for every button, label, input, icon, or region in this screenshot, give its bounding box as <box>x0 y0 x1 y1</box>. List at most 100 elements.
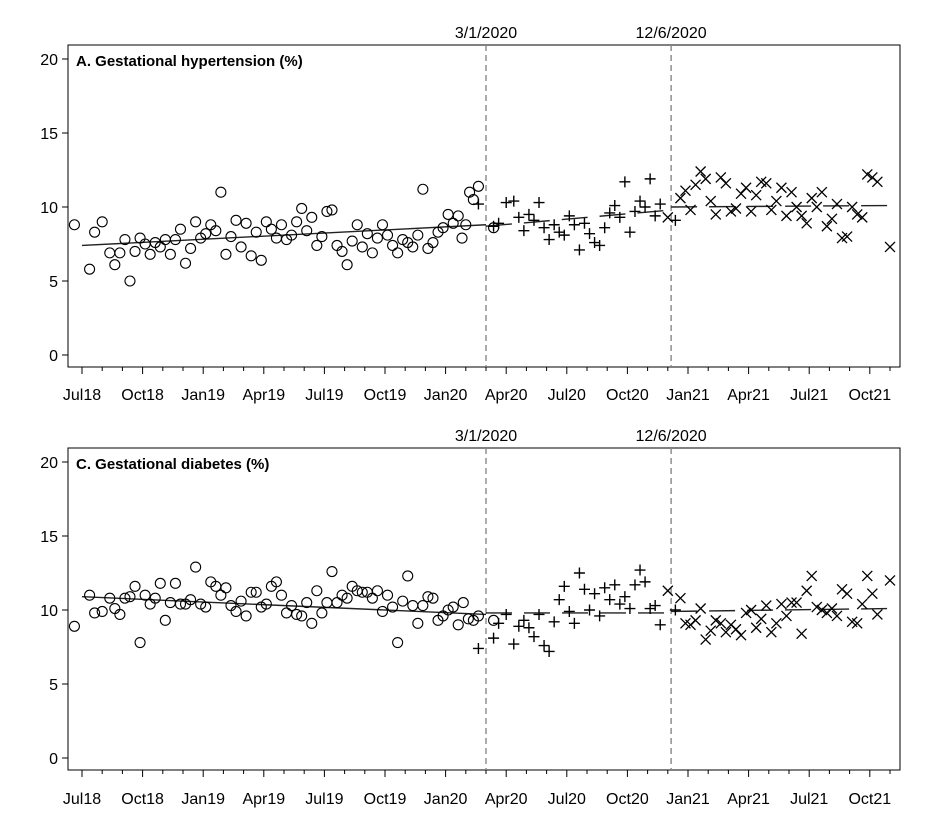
data-point-x <box>760 600 772 612</box>
data-point-plus <box>543 645 555 657</box>
data-point-circle <box>205 219 217 231</box>
data-point-circle <box>381 589 394 601</box>
data-point-circle <box>301 597 313 609</box>
data-point-circle <box>387 601 399 613</box>
data-point-circle <box>159 234 171 246</box>
y-tick-label: 15 <box>40 126 58 143</box>
data-point-x <box>871 608 883 620</box>
data-point-x <box>770 617 782 629</box>
data-point-plus <box>624 603 636 615</box>
x-tick-label: Oct19 <box>364 791 407 808</box>
data-point-x <box>730 203 742 214</box>
data-point-x <box>826 603 838 614</box>
data-point-x <box>791 201 803 213</box>
data-point-plus <box>614 211 626 223</box>
data-point-plus <box>488 632 500 644</box>
data-point-plus <box>553 226 565 238</box>
data-point-x <box>775 182 787 194</box>
data-point-circle <box>321 205 333 217</box>
data-point-x <box>791 597 803 609</box>
data-point-plus <box>649 600 661 612</box>
data-point-circle <box>169 234 181 246</box>
data-point-circle <box>306 617 318 629</box>
data-point-x <box>745 205 757 217</box>
x-tick-label: Jul21 <box>790 791 828 808</box>
data-point-circle <box>164 248 176 260</box>
data-point-plus <box>558 580 570 592</box>
data-point-circle <box>174 223 187 235</box>
data-point-circle <box>129 245 141 257</box>
data-point-x <box>695 603 707 614</box>
data-point-circle <box>164 597 176 609</box>
data-point-circle <box>235 241 247 253</box>
data-point-x <box>811 201 823 213</box>
data-point-circle <box>139 238 151 250</box>
data-point-circle <box>316 231 328 243</box>
data-point-circle <box>422 591 434 603</box>
data-point-plus <box>548 219 560 231</box>
data-point-circle <box>250 586 262 598</box>
data-point-x <box>770 195 782 207</box>
data-point-circle <box>381 229 394 241</box>
data-point-plus <box>614 598 626 610</box>
data-point-circle <box>286 600 298 612</box>
data-point-circle <box>89 607 101 619</box>
data-point-plus <box>500 608 512 620</box>
data-point-plus <box>523 622 535 634</box>
y-tick-label: 0 <box>49 751 58 768</box>
data-point-plus <box>624 226 636 238</box>
data-point-plus <box>553 594 565 606</box>
data-point-plus <box>619 591 631 603</box>
data-point-plus <box>513 211 525 223</box>
data-point-circle <box>366 592 378 604</box>
data-point-x <box>816 604 828 616</box>
data-point-circle <box>462 613 474 625</box>
data-point-circle <box>84 263 96 275</box>
data-point-circle <box>407 241 419 253</box>
x-tick-label: Apr19 <box>242 791 285 808</box>
data-point-circle <box>174 598 187 610</box>
data-point-circle <box>144 598 156 610</box>
data-point-circle <box>460 219 472 231</box>
data-point-plus <box>528 214 540 226</box>
x-tick-label: Oct21 <box>848 387 891 404</box>
data-point-x <box>690 614 702 626</box>
x-tick-label: Jul20 <box>548 791 586 808</box>
data-point-circle <box>371 232 383 244</box>
data-point-circle <box>240 610 252 622</box>
plot-frame <box>67 44 901 368</box>
data-point-circle <box>407 600 419 612</box>
data-point-circle <box>412 617 424 629</box>
data-point-plus <box>649 210 661 222</box>
data-point-circle <box>392 247 404 259</box>
data-point-circle <box>336 245 348 257</box>
data-point-x <box>801 585 813 597</box>
data-point-circle <box>139 589 151 601</box>
data-point-plus <box>513 620 525 632</box>
data-point-plus <box>594 610 606 622</box>
x-tick-label: Jul21 <box>790 387 828 404</box>
data-point-plus <box>573 567 585 579</box>
data-point-circle <box>129 580 141 592</box>
data-point-circle <box>376 605 389 618</box>
data-point-circle <box>356 241 368 253</box>
data-point-circle <box>296 202 308 215</box>
data-point-plus <box>533 608 545 620</box>
data-point-plus <box>654 198 666 210</box>
data-point-circle <box>225 231 237 243</box>
x-tick-label: Oct20 <box>606 387 649 404</box>
data-point-x <box>775 598 787 610</box>
data-point-circle <box>417 183 429 195</box>
data-point-circle <box>220 582 232 594</box>
data-point-x <box>786 186 797 198</box>
data-point-circle <box>104 592 116 604</box>
panel-title: A. Gestational hypertension (%) <box>76 53 303 70</box>
data-point-circle <box>84 589 96 601</box>
data-point-x <box>841 231 853 243</box>
data-point-x <box>755 613 767 625</box>
y-tick-label: 10 <box>40 603 58 620</box>
data-point-circle <box>210 225 222 237</box>
data-point-plus <box>518 225 530 237</box>
data-point-circle <box>159 614 171 626</box>
